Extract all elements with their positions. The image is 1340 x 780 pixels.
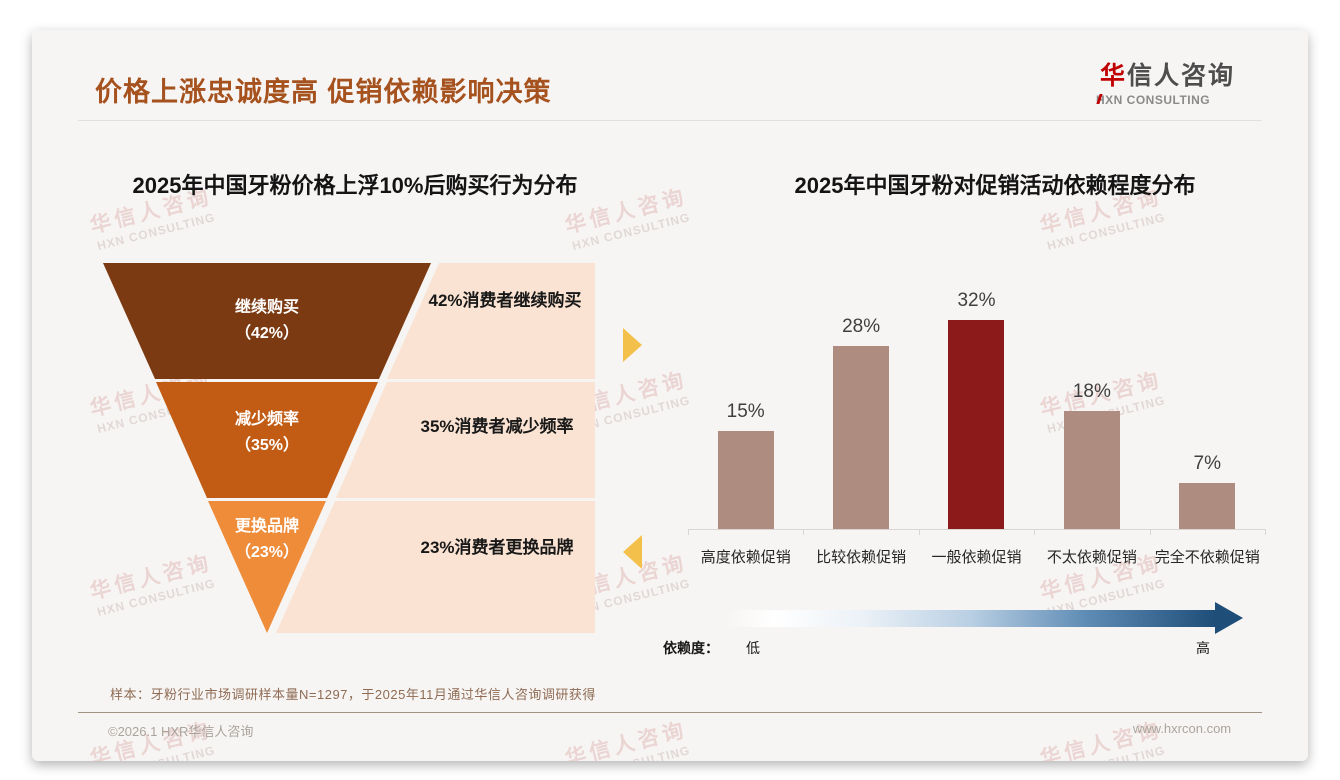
page-title: 价格上涨忠诚度高 促销依赖影响决策: [95, 77, 552, 107]
bar-category-label: 不太依赖促销: [1046, 549, 1137, 566]
bar: [717, 431, 774, 529]
bar-value-label: 7%: [1193, 453, 1222, 474]
bar: [1179, 483, 1236, 529]
bar-slot: 15%: [688, 300, 803, 529]
axis-tick: [1150, 529, 1151, 535]
bar-chart-title: 2025年中国牙粉对促销活动依赖程度分布: [794, 173, 1196, 198]
bar-category-label: 高度依赖促销: [700, 549, 791, 566]
funnel-note-panel: [276, 501, 595, 633]
brand-logo-zh-accent: 华: [1100, 62, 1128, 90]
axis-tick: [919, 529, 920, 535]
bar-chart: 15% 28% 32% 18% 7%: [688, 290, 1265, 529]
bar-category-label: 一般依赖促销: [931, 549, 1022, 566]
slide-card: 华信人咨询 HXN CONSULTING 华信人咨询 HXN CONSULTING 华信…: [32, 30, 1308, 761]
dependency-low-label: 低: [746, 640, 760, 656]
sample-footnote: 样本：牙粉行业市场调研样本量N=1297，于2025年11月通过华信人咨询调研获…: [110, 687, 596, 702]
brand-logo-zh-rest: 信人咨询: [1127, 62, 1236, 90]
bar-value-label: 18%: [1072, 381, 1111, 402]
bar: [1063, 411, 1120, 529]
bar-slot: 28%: [803, 300, 918, 529]
funnel-chart: 继续购买 （42%） 减少频率 （35%） 更换品牌 （23%） 42%消费者继…: [103, 263, 595, 633]
funnel-note-panel: [387, 263, 595, 379]
bar: [948, 320, 1005, 529]
dependency-gradient-bar: [726, 610, 1215, 627]
funnel-tier-3: [208, 501, 326, 633]
dependency-high-label: 高: [1196, 640, 1210, 656]
funnel-tier-pct: （23%）: [235, 543, 299, 561]
footer-divider: [78, 712, 1262, 713]
funnel-tier-label: 继续购买: [235, 297, 299, 316]
axis-tick: [688, 529, 689, 535]
funnel-note: 23%消费者更换品牌: [420, 537, 573, 557]
accent-arrow-right-icon: [623, 328, 642, 362]
copyright: ©2026.1 HXR华信人咨询: [108, 724, 254, 739]
bar-category-label: 比较依赖促销: [816, 549, 907, 566]
brand-logo-zh: 华信人咨询: [1100, 56, 1235, 92]
funnel-tier-1: [103, 263, 431, 379]
bar-slot: 32%: [919, 290, 1034, 529]
bar-value-label: 32%: [957, 290, 996, 311]
bar: [833, 346, 890, 529]
dependency-label: 依赖度：: [663, 640, 719, 656]
bar-slot: 7%: [1150, 300, 1265, 529]
dependency-arrowhead-icon: [1215, 602, 1243, 634]
bar-value-label: 28%: [842, 316, 881, 337]
funnel-tier-2: [156, 382, 378, 498]
brand-logo: 华信人咨询 HXN CONSULTING: [1096, 56, 1235, 107]
website: www.hxrcon.com: [1132, 721, 1232, 736]
axis-tick: [1265, 529, 1266, 535]
funnel-tier-pct: （35%）: [235, 436, 299, 454]
bar-category-row: 高度依赖促销 比较依赖促销 一般依赖促销 不太依赖促销 完全不依赖促销: [688, 546, 1265, 568]
bar-category-label: 完全不依赖促销: [1154, 549, 1260, 566]
funnel-note: 35%消费者减少频率: [420, 416, 573, 436]
brand-logo-en: HXN CONSULTING: [1096, 93, 1235, 107]
funnel-note: 42%消费者继续购买: [428, 290, 581, 310]
axis-tick: [803, 529, 804, 535]
bar-slot: 18%: [1034, 300, 1149, 529]
funnel-chart-title: 2025年中国牙粉价格上浮10%后购买行为分布: [132, 173, 578, 198]
funnel-tier-label: 减少频率: [235, 409, 299, 428]
axis-tick: [1034, 529, 1035, 535]
header-divider: [78, 120, 1262, 121]
x-axis: [688, 529, 1265, 530]
accent-arrow-left-icon: [623, 535, 642, 569]
funnel-tier-pct: （42%）: [235, 324, 299, 342]
funnel-note-panel: [336, 382, 595, 498]
bar-value-label: 15%: [726, 401, 765, 422]
funnel-tier-label: 更换品牌: [235, 516, 299, 535]
